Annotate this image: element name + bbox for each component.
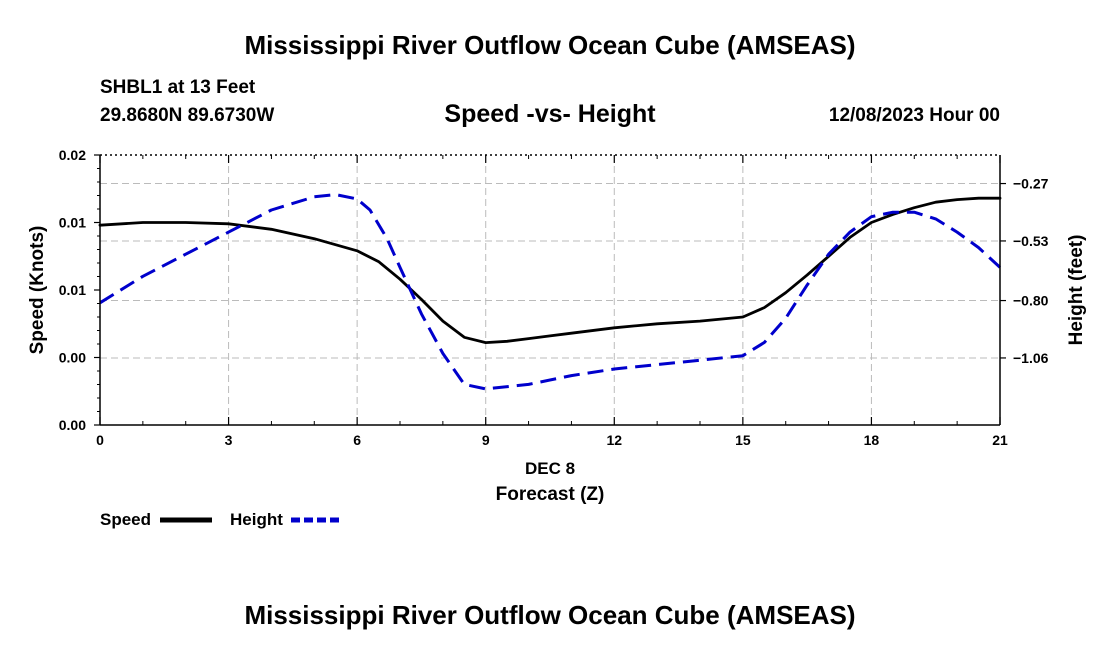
date-label: 12/08/2023 Hour 00 <box>828 105 1000 126</box>
footer-title: Mississippi River Outflow Ocean Cube (AM… <box>244 600 856 630</box>
station-label: SHBL1 at 13 Feet <box>100 77 256 98</box>
x-tick-label: 12 <box>606 432 622 448</box>
y-right-tick-label: −0.80 <box>1013 293 1049 309</box>
series-line-height <box>99 193 1002 391</box>
y-left-tick-label: 0.00 <box>59 350 86 366</box>
x-tick-label: 15 <box>735 432 751 448</box>
x-tick-label: 9 <box>482 432 490 448</box>
x-axis-date-label: DEC 8 <box>525 459 575 478</box>
legend-label-speed: Speed <box>100 510 151 529</box>
y-left-tick-label: 0.01 <box>59 215 86 231</box>
y-right-tick-label: −0.27 <box>1013 176 1049 192</box>
legend: Speed Height <box>100 510 343 529</box>
chart-title: Speed -vs- Height <box>444 100 656 128</box>
x-tick-label: 0 <box>96 432 104 448</box>
x-tick-label: 6 <box>353 432 361 448</box>
y-axis-left-title: Speed (Knots) <box>27 226 48 355</box>
legend-label-height: Height <box>230 510 283 529</box>
series-line-speed <box>98 196 1002 345</box>
x-axis-title: Forecast (Z) <box>496 484 605 505</box>
x-tick-label: 18 <box>864 432 880 448</box>
y-left-tick-label: 0.00 <box>59 417 86 433</box>
y-axis-right-title: Height (feet) <box>1066 235 1087 346</box>
y-right-tick-label: −1.06 <box>1013 350 1049 366</box>
y-left-tick-label: 0.01 <box>59 282 86 298</box>
x-tick-label: 3 <box>225 432 233 448</box>
y-left-tick-label: 0.02 <box>59 147 86 163</box>
coordinates-label: 29.8680N 89.6730W <box>100 105 275 126</box>
y-right-tick-label: −0.53 <box>1013 233 1049 249</box>
x-tick-label: 21 <box>992 432 1008 448</box>
main-title: Mississippi River Outflow Ocean Cube (AM… <box>244 30 856 60</box>
